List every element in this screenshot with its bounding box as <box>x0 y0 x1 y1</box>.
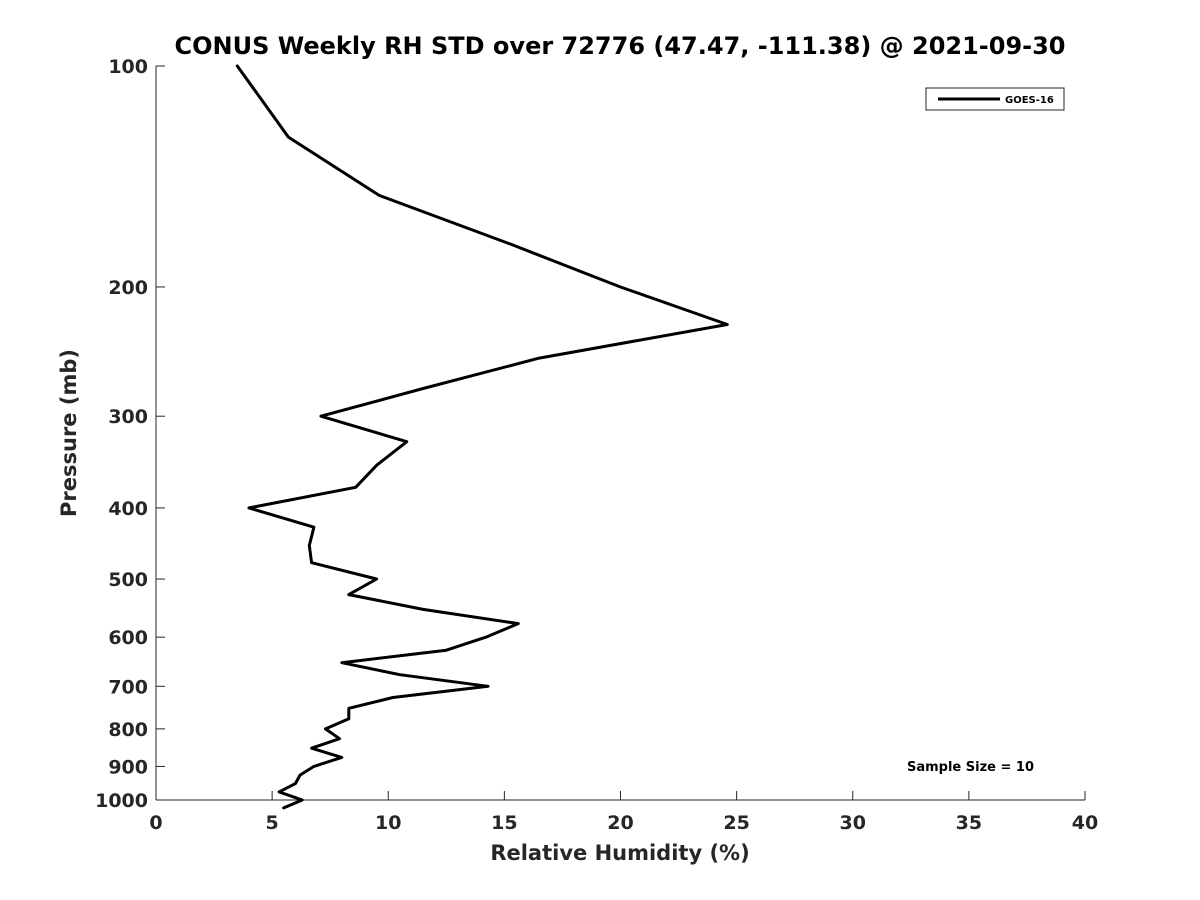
x-tick-label: 20 <box>607 812 633 834</box>
x-tick-label: 40 <box>1072 812 1098 834</box>
y-tick-label: 400 <box>108 498 148 520</box>
chart-title: CONUS Weekly RH STD over 72776 (47.47, -… <box>174 32 1065 60</box>
sample-size-annotation: Sample Size = 10 <box>907 760 1034 775</box>
y-tick-label: 700 <box>108 676 148 698</box>
x-tick-label: 25 <box>723 812 749 834</box>
y-tick-label: 900 <box>108 756 148 778</box>
x-tick-label: 30 <box>840 812 866 834</box>
series-line-goes-16 <box>235 64 729 810</box>
series-group <box>235 64 729 810</box>
y-axis-label: Pressure (mb) <box>57 349 81 517</box>
x-axis-label: Relative Humidity (%) <box>490 841 749 865</box>
y-tick-label: 600 <box>108 627 148 649</box>
y-tick-label: 200 <box>108 277 148 299</box>
x-tick-label: 15 <box>491 812 517 834</box>
x-tick-label: 35 <box>956 812 982 834</box>
plot-area: 0 5 10 15 20 25 30 35 40 100 200 300 400 500 600 700 80… <box>95 56 1098 834</box>
x-tick-label: 0 <box>149 812 162 834</box>
x-tick-label: 5 <box>266 812 279 834</box>
y-tick-label: 300 <box>108 406 148 428</box>
y-tick-label: 500 <box>108 569 148 591</box>
x-axis-ticks: 0 5 10 15 20 25 30 35 40 <box>149 791 1098 834</box>
y-tick-label: 800 <box>108 719 148 741</box>
y-tick-label: 100 <box>108 56 148 78</box>
legend: GOES-16 <box>925 87 1065 111</box>
y-axis-ticks: 100 200 300 400 500 600 700 800 900 1000 <box>95 56 165 812</box>
y-tick-label: 1000 <box>95 790 148 812</box>
x-tick-label: 10 <box>375 812 401 834</box>
legend-label-goes-16: GOES-16 <box>1005 95 1054 106</box>
